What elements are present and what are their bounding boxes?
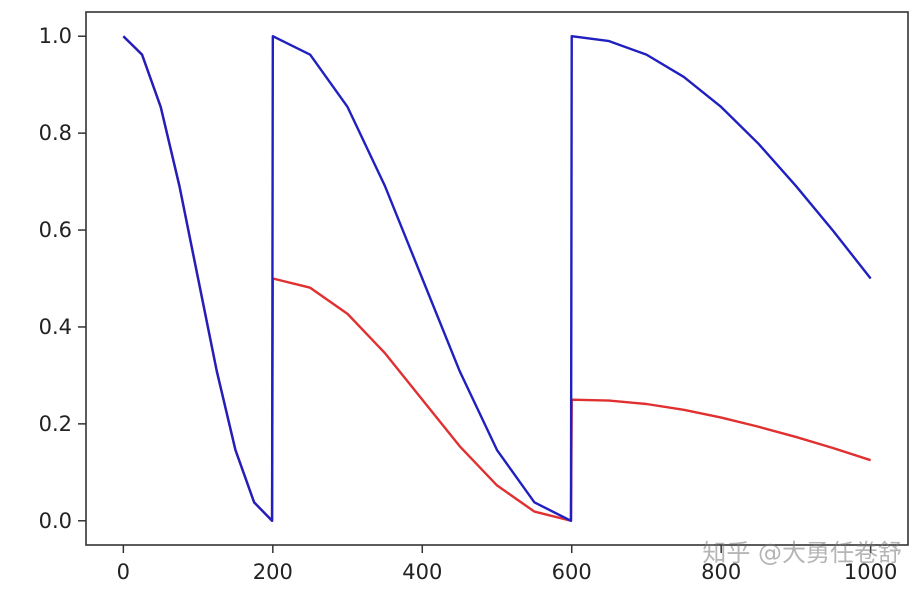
x-tick-label: 800 xyxy=(701,560,741,584)
x-tick-label: 400 xyxy=(402,560,442,584)
y-tick-label: 0.2 xyxy=(39,412,72,436)
y-tick-label: 1.0 xyxy=(39,24,72,48)
x-axis: 0 200 400 600 800 1000 xyxy=(117,545,897,584)
series-layer xyxy=(122,35,872,522)
y-tick-label: 0.0 xyxy=(39,509,72,533)
watermark: 知乎 @大勇任卷舒 xyxy=(702,539,902,567)
x-tick-label: 1000 xyxy=(844,560,897,584)
y-tick-label: 0.6 xyxy=(39,218,72,242)
y-tick-label: 0.8 xyxy=(39,121,72,145)
series-line-2 xyxy=(122,35,872,522)
y-axis: 0.0 0.2 0.4 0.6 0.8 1.0 xyxy=(39,24,86,533)
x-tick-label: 600 xyxy=(552,560,592,584)
x-tick-label: 0 xyxy=(117,560,130,584)
x-tick-label: 200 xyxy=(253,560,293,584)
plot-frame xyxy=(85,11,909,546)
y-tick-label: 0.4 xyxy=(39,315,72,339)
